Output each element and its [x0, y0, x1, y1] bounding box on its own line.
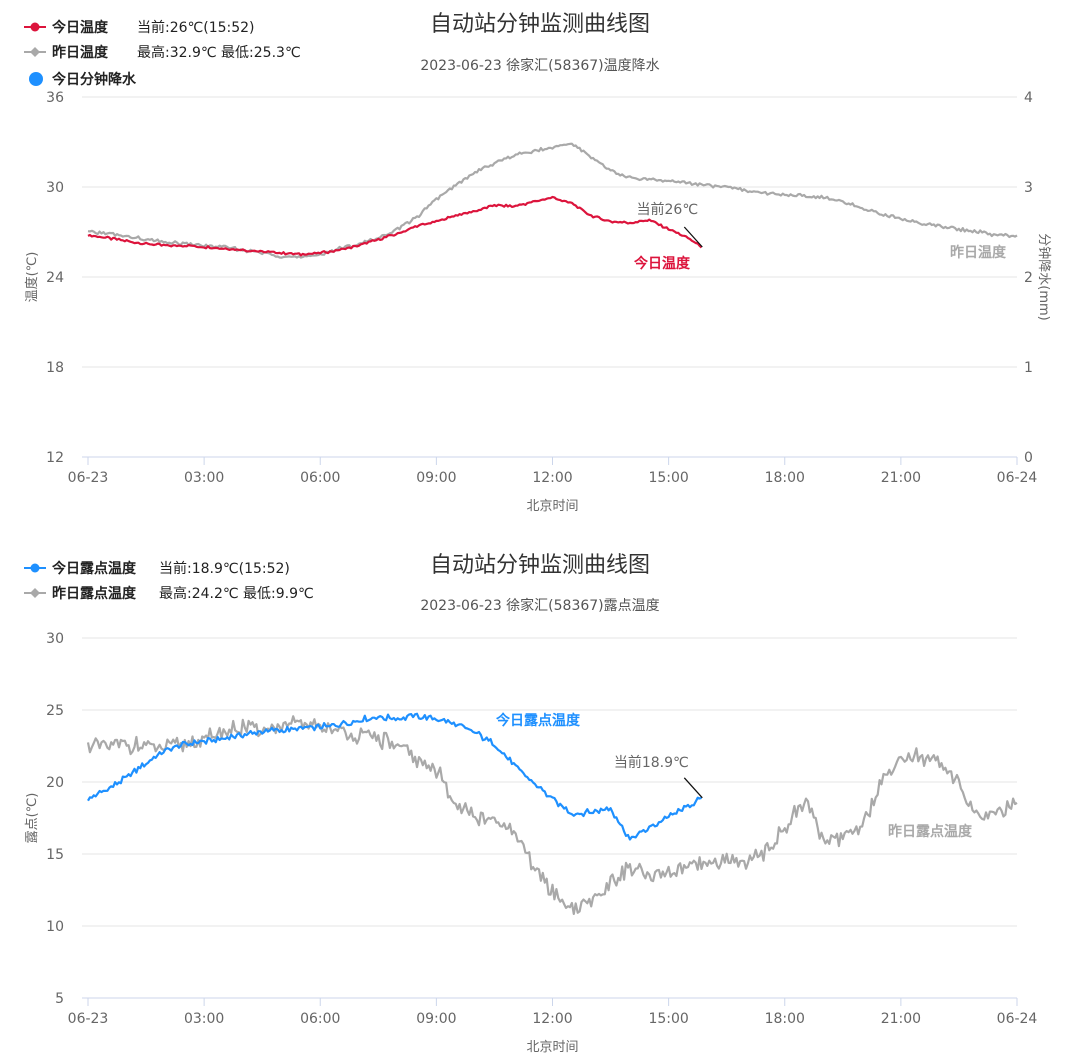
x-tick-label: 06-24	[997, 470, 1038, 486]
series-line-yesterday	[86, 715, 1018, 915]
dewpoint-chart: 自动站分钟监测曲线图 2023-06-23 徐家汇(58367)露点温度 5 10 15…	[24, 553, 1038, 1055]
y2-tick-label: 3	[1024, 180, 1033, 196]
y-tick-label: 30	[46, 631, 64, 647]
x-tick-label: 03:00	[184, 470, 224, 486]
chart-title: 自动站分钟监测曲线图	[430, 553, 650, 578]
legend-symbol-diamond	[30, 588, 40, 598]
legend-item[interactable]: 今日分钟降水	[29, 71, 137, 88]
legend-symbol-diamond	[30, 47, 40, 57]
current-value-annotation: 当前26℃	[637, 201, 699, 218]
y-tick-label: 15	[46, 847, 64, 863]
series-data-label: 今日露点温度	[495, 712, 581, 729]
y-tick-label: 18	[46, 360, 64, 376]
series-line-today	[87, 195, 703, 257]
dewpoint-chart-panel: 自动站分钟监测曲线图 2023-06-23 徐家汇(58367)露点温度 5 10 15…	[0, 530, 1080, 1059]
x-tick-label: 18:00	[765, 1011, 805, 1027]
x-tick-label: 09:00	[416, 1011, 456, 1027]
legend-item[interactable]: 今日露点温度 当前:18.9℃(15:52)	[24, 560, 290, 577]
y-axis-title: 温度(℃)	[24, 252, 40, 303]
y-tick-label: 20	[46, 775, 64, 791]
legend-info: 最高:32.9℃ 最低:25.3℃	[137, 44, 301, 61]
legend-name: 昨日露点温度	[52, 585, 137, 602]
x-tick-label: 06:00	[300, 470, 340, 486]
legend-symbol-circle	[30, 22, 40, 32]
x-tick-label: 06-23	[68, 470, 109, 486]
x-tick-label: 18:00	[765, 470, 805, 486]
legend-info: 当前:18.9℃(15:52)	[159, 560, 290, 577]
legend-info: 最高:24.2℃ 最低:9.9℃	[159, 585, 314, 602]
x-tick-label: 21:00	[881, 1011, 921, 1027]
legend-info: 当前:26℃(15:52)	[137, 19, 255, 36]
x-tick-label: 12:00	[532, 470, 572, 486]
chart-subtitle: 2023-06-23 徐家汇(58367)露点温度	[420, 597, 659, 614]
y-tick-label: 36	[46, 90, 64, 106]
y-tick-label: 10	[46, 919, 64, 935]
legend-name: 今日温度	[51, 19, 109, 36]
temperature-chart-panel: 自动站分钟监测曲线图 2023-06-23 徐家汇(58367)温度降水 12 18 2…	[24, 12, 1052, 514]
y-tick-label: 24	[46, 270, 64, 286]
y2-axis-title: 分钟降水(mm)	[1036, 233, 1052, 320]
legend-item[interactable]: 今日温度 当前:26℃(15:52)	[24, 19, 255, 36]
x-tick-label: 09:00	[416, 470, 456, 486]
y2-tick-label: 0	[1024, 450, 1033, 466]
y2-tick-label: 4	[1024, 90, 1033, 106]
series-line-yesterday	[87, 142, 1018, 259]
y-tick-label: 30	[46, 180, 64, 196]
x-tick-label: 06-23	[68, 1011, 109, 1027]
series-data-label: 今日温度	[633, 255, 691, 272]
legend-item[interactable]: 昨日温度 最高:32.9℃ 最低:25.3℃	[24, 44, 301, 61]
legend-item[interactable]: 昨日露点温度 最高:24.2℃ 最低:9.9℃	[24, 585, 314, 602]
legend-name: 今日分钟降水	[51, 71, 137, 88]
y-axis-title: 露点(℃)	[25, 793, 40, 844]
y-tick-label: 25	[46, 703, 64, 719]
x-tick-label: 15:00	[648, 470, 688, 486]
y-tick-label: 5	[55, 991, 64, 1007]
y2-tick-label: 2	[1024, 270, 1033, 286]
x-axis-title: 北京时间	[526, 499, 578, 514]
legend-symbol-dot	[29, 72, 43, 86]
y2-tick-label: 1	[1024, 360, 1033, 376]
x-tick-label: 03:00	[184, 1011, 224, 1027]
legend-name: 今日露点温度	[51, 560, 137, 577]
series-line-today	[87, 712, 702, 841]
x-tick-label: 12:00	[532, 1011, 572, 1027]
annotation-leader-line	[683, 777, 703, 799]
series-data-label: 昨日露点温度	[888, 823, 973, 840]
chart-title: 自动站分钟监测曲线图	[430, 12, 650, 37]
x-tick-label: 15:00	[648, 1011, 688, 1027]
annotation-leader-line	[683, 226, 703, 248]
x-tick-label: 06-24	[997, 1011, 1038, 1027]
x-tick-label: 06:00	[300, 1011, 340, 1027]
chart-subtitle: 2023-06-23 徐家汇(58367)温度降水	[420, 57, 659, 74]
y-tick-label: 12	[46, 450, 64, 466]
series-data-label: 昨日温度	[950, 244, 1007, 261]
x-axis-title: 北京时间	[526, 1040, 578, 1055]
current-value-annotation: 当前18.9℃	[614, 754, 689, 771]
legend-symbol-circle	[30, 563, 40, 573]
x-tick-label: 21:00	[881, 470, 921, 486]
legend-name: 昨日温度	[52, 44, 109, 61]
